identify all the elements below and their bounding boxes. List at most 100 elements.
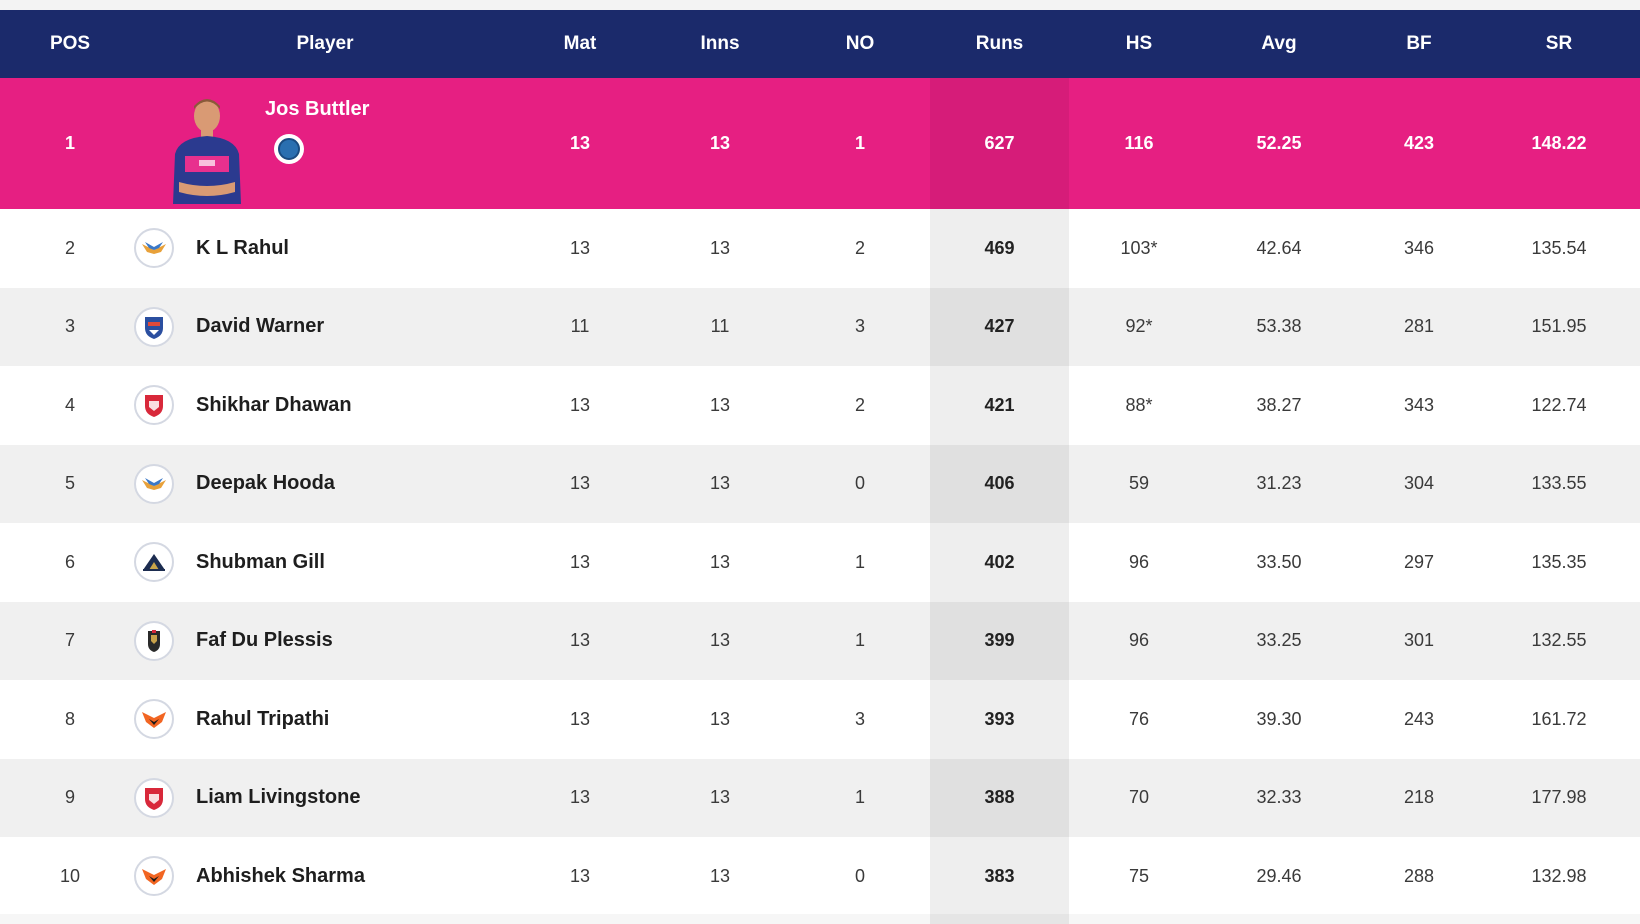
table-row[interactable]: 8 13 13 3 393 76 39.30 243 161.72 Rahul Tripathi	[0, 680, 1640, 759]
lucknow-logo-icon	[134, 228, 174, 269]
cell-no: 3	[854, 708, 865, 729]
cell-hs: 59	[1128, 473, 1150, 494]
delhi-logo-icon	[134, 306, 174, 347]
cell-no: 1	[854, 787, 865, 808]
player-name[interactable]: Shikhar Dhawan	[196, 393, 352, 416]
cell-avg: 42.64	[1256, 237, 1302, 258]
header-mat: Mat	[563, 33, 597, 54]
header-bf: BF	[1406, 33, 1432, 54]
cell-no: 1	[854, 551, 865, 572]
player-name[interactable]: K L Rahul	[196, 236, 289, 259]
cell-pos: 9	[64, 787, 75, 808]
table-header: POS Player Mat Inns NO Runs HS Avg BF SR	[0, 10, 1640, 78]
cell-runs: 399	[984, 630, 1015, 651]
cell-bf: 297	[1403, 551, 1435, 572]
header-avg: Avg	[1261, 33, 1297, 54]
player-cell: Shubman Gill	[134, 523, 510, 602]
cell-avg: 31.23	[1256, 473, 1302, 494]
cell-sr: 151.95	[1531, 316, 1587, 337]
table-row[interactable]: 10 13 13 0 383 75 29.46 288 132.98 Abhishek Sharm…	[0, 837, 1640, 916]
cell-avg: 33.50	[1256, 551, 1302, 572]
top-inns: 13	[709, 133, 731, 153]
player-photo	[173, 99, 241, 204]
cell-sr: 135.54	[1531, 237, 1587, 258]
player-name[interactable]: David Warner	[196, 315, 325, 338]
cell-mat: 13	[569, 237, 591, 258]
table-row[interactable]: 3 11 11 3 427 92* 53.38 281 151.95 David Warner	[0, 287, 1640, 366]
player-name[interactable]: Rahul Tripathi	[196, 707, 330, 730]
cell-inns: 13	[709, 237, 731, 258]
cell-sr: 132.55	[1531, 630, 1587, 651]
cell-no: 0	[854, 865, 865, 886]
cell-runs: 469	[984, 237, 1015, 258]
table-row[interactable]: 6 13 13 1 402 96 33.50 297 135.35 Shubman Gill	[0, 523, 1640, 602]
top-strip	[0, 0, 1640, 10]
cell-pos: 3	[64, 316, 75, 337]
cell-no: 2	[854, 237, 865, 258]
cell-runs: 421	[984, 394, 1015, 415]
cell-no: 2	[854, 394, 865, 415]
cell-no: 3	[854, 316, 865, 337]
cell-avg: 53.38	[1256, 316, 1302, 337]
cell-sr: 161.72	[1531, 708, 1587, 729]
gujarat-logo-icon	[134, 542, 174, 583]
cell-inns: 13	[709, 708, 731, 729]
cell-inns: 13	[709, 473, 731, 494]
player-cell: Liam Livingstone	[134, 759, 510, 838]
table-body: 2 13 13 2 469 103* 42.64 346 135.54 K L Rahul 3 11 1…	[0, 209, 1640, 916]
player-cell: K L Rahul	[134, 209, 510, 288]
header-runs: Runs	[975, 33, 1024, 54]
top-player-name[interactable]: Jos Buttler	[265, 98, 370, 120]
cell-no: 1	[854, 630, 865, 651]
rajasthan-logo-icon	[274, 134, 304, 164]
table-row[interactable]: 2 13 13 2 469 103* 42.64 346 135.54 K L Rahul	[0, 209, 1640, 288]
top-pos: 1	[64, 133, 75, 153]
cell-avg: 29.46	[1256, 865, 1302, 886]
header-no: NO	[845, 33, 875, 54]
header-pos: POS	[49, 33, 91, 54]
player-name[interactable]: Deepak Hooda	[196, 472, 335, 495]
cell-bf: 218	[1403, 787, 1435, 808]
lucknow-logo-icon	[134, 463, 174, 504]
player-name[interactable]: Liam Livingstone	[196, 786, 361, 809]
bangalore-logo-icon	[134, 620, 174, 661]
cell-mat: 13	[569, 708, 591, 729]
cell-mat: 13	[569, 473, 591, 494]
player-cell: Abhishek Sharma	[134, 837, 510, 916]
cell-inns: 13	[709, 865, 731, 886]
player-name[interactable]: Shubman Gill	[196, 550, 325, 573]
cell-mat: 13	[569, 394, 591, 415]
player-cell: Rahul Tripathi	[134, 680, 510, 759]
table-row[interactable]: 7 13 13 1 399 96 33.25 301 132.55 Faf Du Plessis	[0, 601, 1640, 680]
cell-inns: 13	[709, 630, 731, 651]
cell-pos: 6	[64, 551, 75, 572]
player-name[interactable]: Abhishek Sharma	[196, 864, 365, 887]
cell-pos: 7	[64, 630, 75, 651]
top-bf: 423	[1403, 133, 1435, 153]
top-sr: 148.22	[1531, 133, 1587, 153]
cell-runs: 388	[984, 787, 1015, 808]
cell-no: 0	[854, 473, 865, 494]
cell-mat: 13	[569, 787, 591, 808]
hyderabad-logo-icon	[134, 856, 174, 897]
cell-bf: 346	[1403, 237, 1435, 258]
bottom-strip	[0, 914, 1640, 924]
punjab-logo-icon	[134, 385, 174, 426]
table-row[interactable]: 4 13 13 2 421 88* 38.27 343 122.74 Shikhar Dhawan	[0, 366, 1640, 445]
cell-sr: 122.74	[1531, 394, 1587, 415]
top-mat: 13	[569, 133, 591, 153]
table-row[interactable]: 5 13 13 0 406 59 31.23 304 133.55 Deepak Hooda	[0, 444, 1640, 524]
cell-inns: 13	[709, 394, 731, 415]
cell-hs: 75	[1128, 865, 1150, 886]
top-avg: 52.25	[1256, 133, 1302, 153]
header-sr: SR	[1545, 33, 1573, 54]
cell-bf: 288	[1403, 865, 1435, 886]
cell-sr: 135.35	[1531, 551, 1587, 572]
top-player-row[interactable]: 1 Jos Buttler 13 13 1 627 116 52.25 423 …	[0, 78, 1640, 209]
table-row[interactable]: 9 13 13 1 388 70 32.33 218 177.98 Liam Livingston…	[0, 758, 1640, 838]
player-name[interactable]: Faf Du Plessis	[196, 629, 333, 652]
cell-hs: 92*	[1125, 316, 1153, 337]
cell-mat: 13	[569, 630, 591, 651]
header-hs: HS	[1125, 33, 1153, 54]
player-cell: Deepak Hooda	[134, 445, 510, 524]
